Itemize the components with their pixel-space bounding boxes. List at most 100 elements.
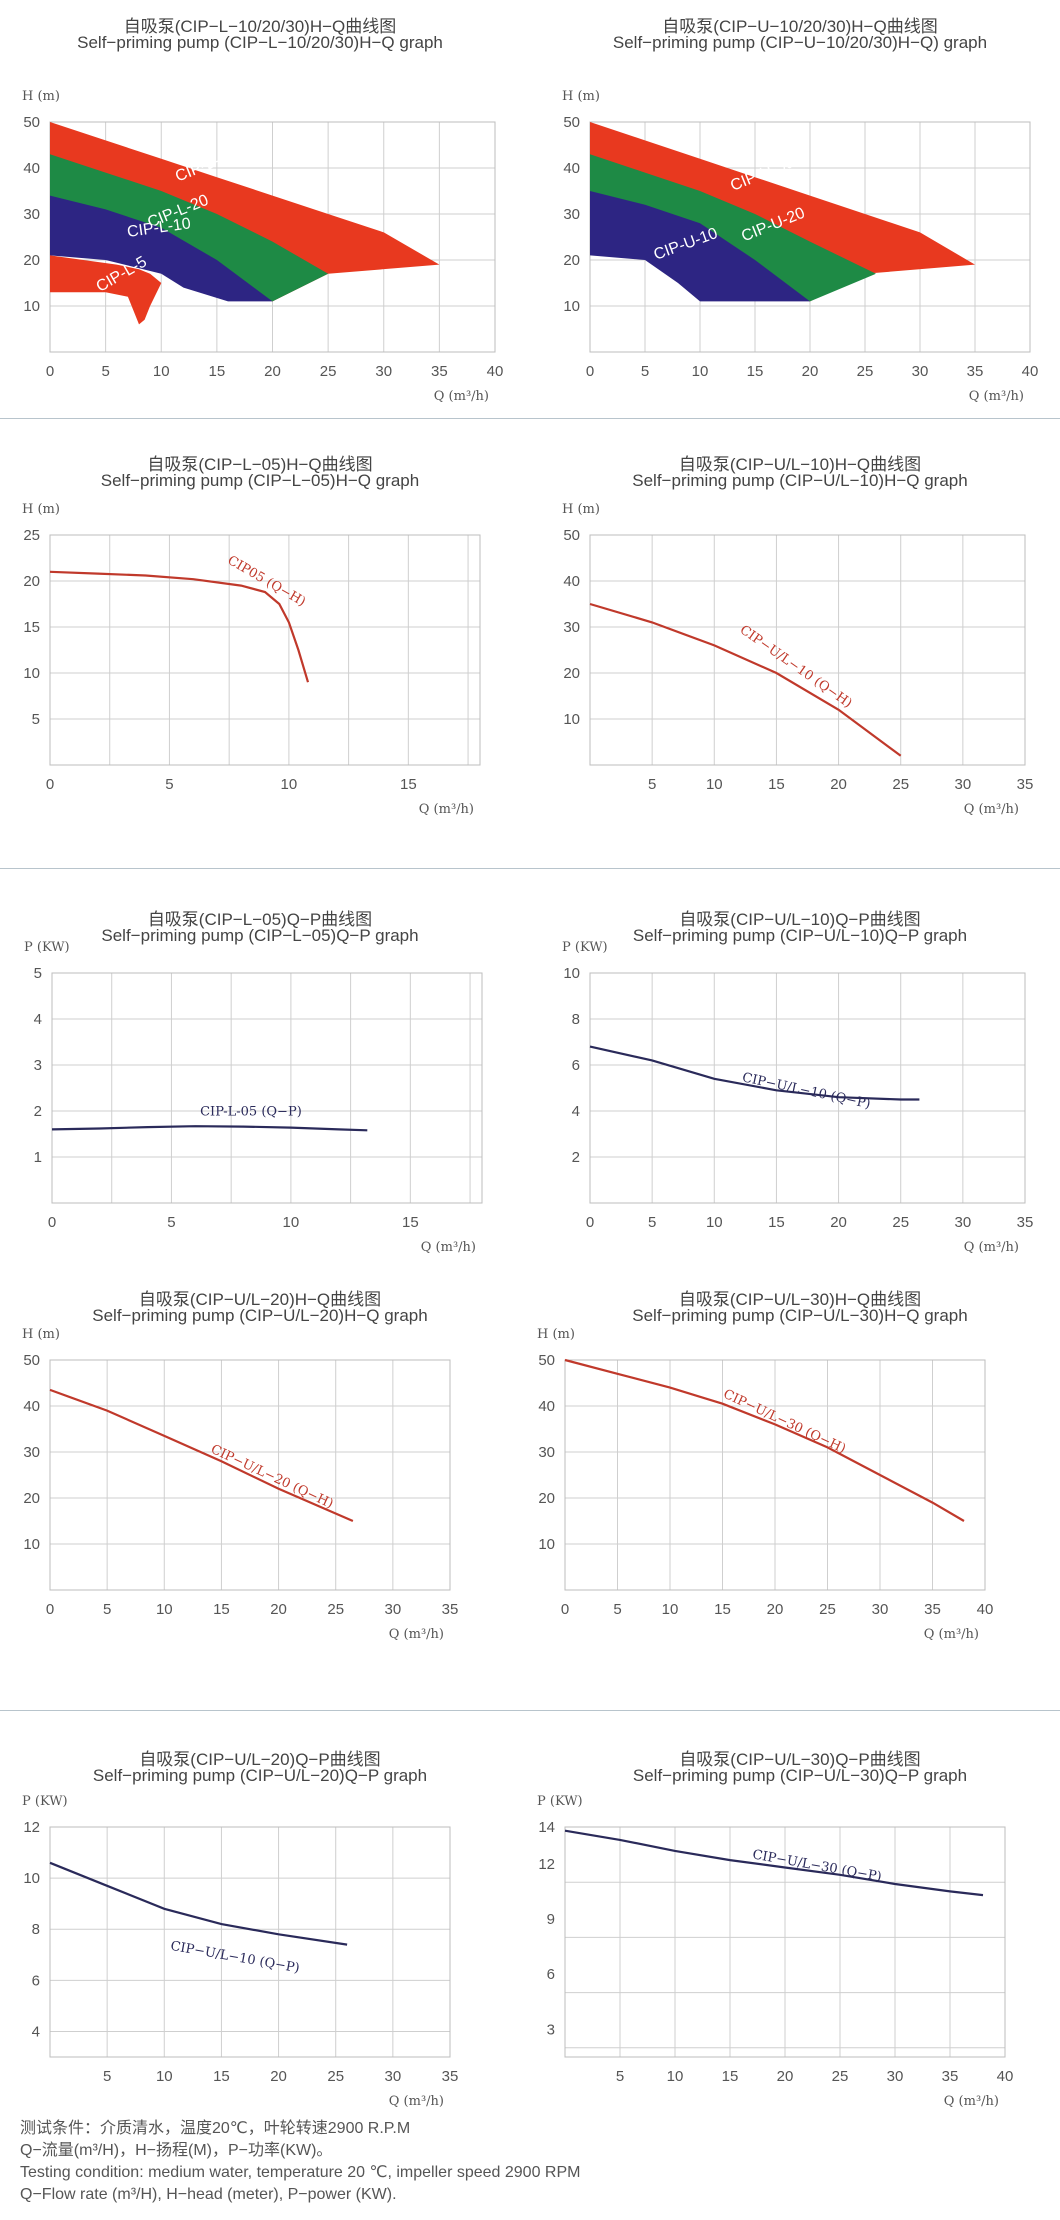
y-tick-label: 50 [23, 1352, 40, 1369]
chart-title-en: Self−priming pump (CIP−U/L−30)H−Q graph [632, 1306, 968, 1325]
x-tick-label: 30 [887, 2068, 904, 2085]
y-tick-label: 12 [538, 1856, 555, 1873]
x-tick-label: 15 [768, 1214, 785, 1231]
x-tick-label: 15 [768, 776, 785, 793]
series-label: CIP−U/L−10 (Q−P) [169, 1939, 300, 1976]
x-tick-label: 25 [320, 363, 337, 380]
x-tick-label: 35 [442, 1601, 459, 1618]
x-tick-label: 10 [662, 1601, 679, 1618]
x-axis-label: Q (m³/h) [421, 1240, 476, 1255]
x-tick-label: 30 [375, 363, 392, 380]
plot-frame [49, 534, 481, 766]
y-tick-label: 14 [538, 1819, 555, 1836]
y-tick-label: 4 [572, 1103, 580, 1120]
y-tick-label: 5 [32, 711, 40, 728]
y-tick-label: 10 [563, 711, 580, 728]
chart-title-zh: 自吸泵(CIP−U/L−30)Q−P曲线图 [679, 1750, 921, 1769]
x-tick-label: 30 [385, 2068, 402, 2085]
x-tick-label: 10 [667, 2068, 684, 2085]
x-tick-label: 30 [872, 1601, 889, 1618]
x-tick-label: 40 [997, 2068, 1014, 2085]
x-tick-label: 0 [586, 1214, 594, 1231]
x-tick-label: 0 [46, 1601, 54, 1618]
y-tick-label: 50 [563, 527, 580, 544]
footer-line-en-2: Q−Flow rate (m³/H), H−head (meter), P−po… [20, 2186, 397, 2203]
x-tick-label: 30 [385, 1601, 402, 1618]
y-tick-label: 6 [547, 1966, 555, 1983]
x-tick-label: 40 [1022, 363, 1039, 380]
x-tick-label: 5 [613, 1601, 621, 1618]
x-axis-label: Q (m³/h) [964, 802, 1019, 817]
chart-panel-4: 自吸泵(CIP−U/L−10)H−Q曲线图 Self−priming pump (… [540, 450, 1060, 850]
x-axis-label: Q (m³/h) [969, 389, 1024, 404]
x-tick-label: 5 [101, 363, 109, 380]
chart-title-zh: 自吸泵(CIP−L−05)H−Q曲线图 [147, 455, 373, 474]
chart-title-en: Self−priming pump (CIP−U/L−10)H−Q graph [632, 471, 968, 490]
y-tick-label: 10 [538, 1536, 555, 1553]
x-tick-label: 10 [281, 776, 298, 793]
x-tick-label: 5 [165, 776, 173, 793]
chart-panel-6: 自吸泵(CIP−U/L−10)Q−P曲线图 Self−priming pump (… [540, 905, 1060, 1285]
x-tick-label: 15 [714, 1601, 731, 1618]
y-axis-label: H (m) [562, 502, 600, 517]
chart-plot: 0 5 10 15 20 25 30 35 10 20 30 40 50 H (m) Q (m³/h) CIP… [22, 1327, 459, 1642]
separator [0, 868, 1060, 869]
x-axis-label: Q (m³/h) [944, 2094, 999, 2109]
y-tick-label: 30 [563, 206, 580, 223]
y-axis-label: H (m) [22, 89, 60, 104]
chart-plot: 0 5 10 15 20 25 30 35 2 4 6 8 10 P (KW) Q (m³/h) CIP−U/… [562, 940, 1033, 1255]
y-tick-label: 12 [23, 1819, 40, 1836]
chart-title-en: Self−priming pump (CIP−U/L−30)Q−P graph [632, 1766, 968, 1785]
y-tick-label: 8 [32, 1921, 40, 1938]
x-tick-label: 20 [802, 363, 819, 380]
series-area [590, 154, 876, 302]
x-tick-label: 20 [264, 363, 281, 380]
y-tick-label: 9 [547, 1911, 555, 1928]
x-tick-label: 15 [209, 363, 226, 380]
x-tick-label: 35 [967, 363, 984, 380]
y-tick-label: 10 [563, 298, 580, 315]
chart-title-en: Self−priming pump (CIP−U/L−20)H−Q graph [92, 1306, 428, 1325]
chart-title-en: Self−priming pump (CIP−U/L−10)Q−P graph [632, 926, 968, 945]
y-tick-label: 50 [563, 114, 580, 131]
x-axis-label: Q (m³/h) [964, 1240, 1019, 1255]
y-tick-label: 2 [34, 1103, 42, 1120]
y-tick-label: 6 [32, 1972, 40, 1989]
y-tick-label: 4 [34, 1011, 42, 1028]
x-tick-label: 25 [832, 2068, 849, 2085]
x-tick-label: 5 [648, 1214, 656, 1231]
plot-frame [49, 1826, 451, 2058]
y-tick-label: 6 [572, 1057, 580, 1074]
series-line [49, 1388, 354, 1523]
series-line [564, 1829, 984, 1897]
footer-line-zh-1: 测试条件：介质清水，温度20℃，叶轮转速2900 R.P.M [20, 2120, 411, 2137]
y-tick-label: 40 [538, 1398, 555, 1415]
x-tick-label: 20 [270, 1601, 287, 1618]
x-tick-label: 15 [400, 776, 417, 793]
separator [0, 1710, 1060, 1711]
y-tick-label: 3 [547, 2021, 555, 2038]
x-tick-label: 20 [777, 2068, 794, 2085]
x-tick-label: 15 [747, 363, 764, 380]
series-label: CIP−U/L−10 (Q−H) [737, 623, 855, 712]
y-tick-label: 40 [563, 573, 580, 590]
plot-frame [49, 1359, 451, 1591]
testing-conditions: 测试条件：介质清水，温度20℃，叶轮转速2900 R.P.M Q−流量(m³/H… [20, 2118, 580, 2206]
series-line [589, 1045, 920, 1101]
y-axis-label: P (KW) [562, 940, 608, 955]
y-axis-label: H (m) [537, 1327, 575, 1342]
y-tick-label: 20 [563, 665, 580, 682]
x-tick-label: 35 [442, 2068, 459, 2085]
x-tick-label: 25 [327, 1601, 344, 1618]
chart-panel-3: 自吸泵(CIP−L−05)H−Q曲线图 Self−priming pump (CI… [0, 450, 520, 850]
chart-title-zh: 自吸泵(CIP−U/L−10)H−Q曲线图 [678, 455, 922, 474]
x-tick-label: 10 [706, 1214, 723, 1231]
series-area [50, 255, 162, 325]
chart-title-en: Self−priming pump (CIP−U−10/20/30)H−Q) g… [612, 33, 988, 52]
x-tick-label: 10 [156, 1601, 173, 1618]
y-tick-label: 30 [23, 1444, 40, 1461]
chart-plot: 5 10 15 20 25 30 35 4 6 8 10 12 P (KW) Q (m³/h) CIP−U/… [22, 1794, 459, 2109]
x-tick-label: 5 [103, 2068, 111, 2085]
y-tick-label: 5 [34, 965, 42, 982]
